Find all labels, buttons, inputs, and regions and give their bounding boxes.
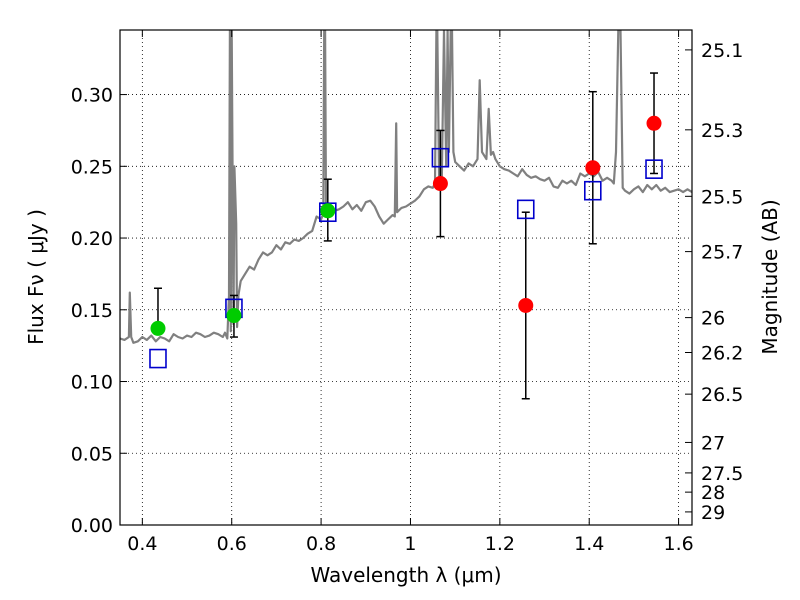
red-point [585,160,601,176]
right-tick-label: 25.3 [701,120,743,142]
model-square [645,159,663,179]
model-square [583,180,602,201]
y-tick-label: 0.25 [71,156,113,178]
right-tick-label: 26.5 [701,384,743,406]
x-axis-title: Wavelength λ (μm) [310,563,501,587]
right-tick-label: 29 [701,502,725,524]
x-tick-label: 1.6 [663,533,693,555]
right-tick-label: 25.1 [701,40,743,62]
x-tick-label: 1.2 [485,533,515,555]
right-tick-label: 27.5 [701,463,743,485]
right-tick-label: 25.5 [701,186,743,208]
x-tick-label: 1 [404,533,416,555]
right-tick-label: 28 [701,482,725,504]
right-axis-title: Magnitude (AB) [758,199,782,354]
plot-frame [119,29,693,526]
x-tick-label: 0.6 [217,533,247,555]
right-tick-label: 26 [701,308,725,330]
y-tick-label: 0.20 [71,228,113,250]
y-tick-label: 0.30 [71,85,113,107]
x-tick-label: 0.4 [127,533,157,555]
right-tick-label: 25.7 [701,242,743,264]
red-point [646,115,662,131]
model-square [149,348,167,369]
red-point [518,297,534,313]
y-tick-label: 0.05 [71,443,113,465]
right-tick-label: 26.2 [701,343,743,365]
spectrum-line [120,30,692,344]
model-square [516,199,535,220]
model-square [431,147,450,168]
grid [120,30,692,526]
green-point [150,320,166,336]
green-point [226,308,242,324]
y-tick-label: 0.10 [71,372,113,394]
right-tick-label: 27 [701,432,725,454]
model-square [318,202,337,223]
y-tick-label: 0.00 [71,515,113,537]
red-point [432,176,448,192]
x-tick-label: 1.4 [574,533,604,555]
y-tick-label: 0.15 [71,300,113,322]
axis-ticks: 0.4 0.6 0.8 1 1.2 1.4 1.6 0.00 0.05 0.10 0.15 0.20 0… [71,30,743,555]
plot-area [120,30,692,400]
y-axis-title: Flux Fν ( μJy ) [24,209,48,345]
green-point [320,203,336,219]
x-tick-label: 0.8 [306,533,336,555]
